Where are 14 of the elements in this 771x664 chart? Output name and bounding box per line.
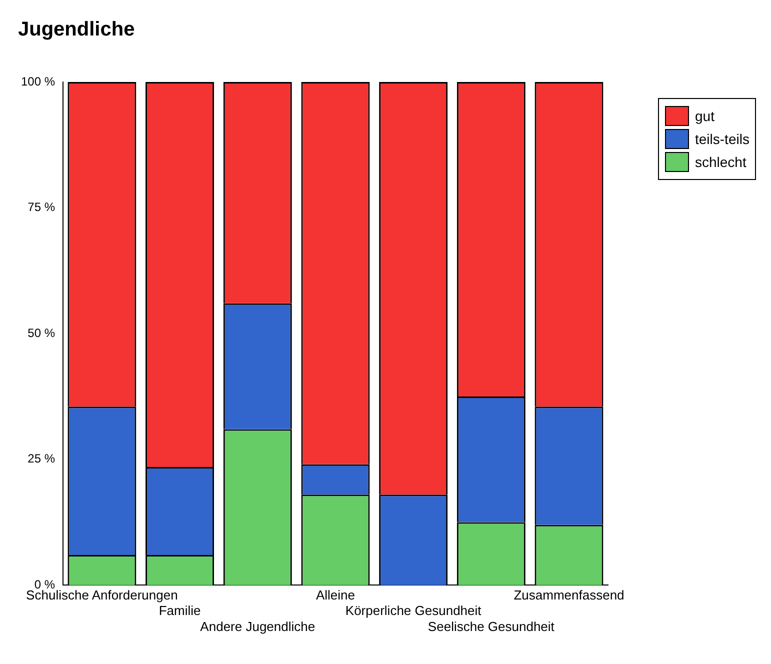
x-tick-label: Zusammenfassend [514,588,624,603]
y-tick-label: 100 % [20,74,56,88]
x-tick-label: Alleine [316,588,355,603]
x-tick-label: Andere Jugendliche [200,618,316,634]
y-tick-label: 75 % [28,200,56,214]
x-tick-label: Körperliche Gesundheit [345,603,482,618]
legend-label: teils-teils [695,131,750,147]
y-tick-label: 50 % [28,326,56,340]
x-tick-label: Familie [158,603,201,618]
chart-title: Jugendliche [18,18,135,41]
text: gut [695,108,714,124]
x-tick-label: Seelische Gesundheit [428,618,555,634]
y-tick-label: 25 % [28,452,56,466]
legend-label: schlecht [695,154,746,170]
